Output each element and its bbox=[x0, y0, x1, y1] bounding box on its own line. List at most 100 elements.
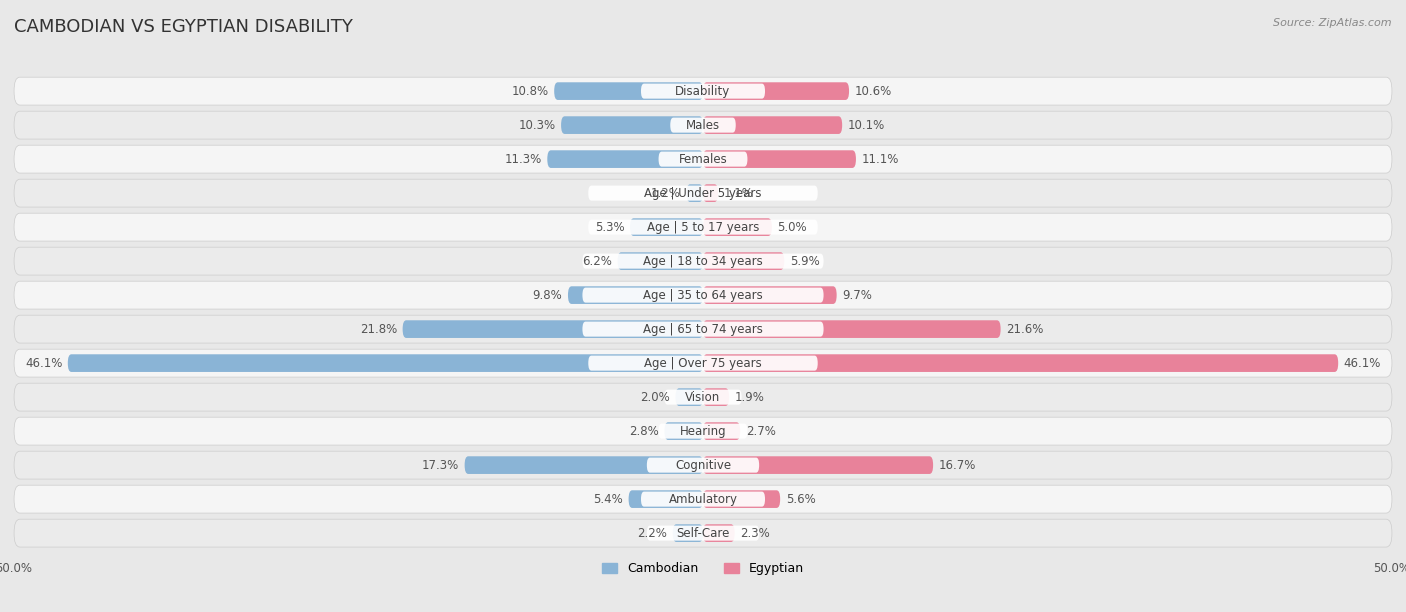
FancyBboxPatch shape bbox=[686, 184, 703, 202]
FancyBboxPatch shape bbox=[703, 524, 735, 542]
FancyBboxPatch shape bbox=[703, 252, 785, 270]
FancyBboxPatch shape bbox=[14, 315, 1392, 343]
FancyBboxPatch shape bbox=[703, 218, 772, 236]
FancyBboxPatch shape bbox=[14, 451, 1392, 479]
Text: Cognitive: Cognitive bbox=[675, 458, 731, 472]
Text: CAMBODIAN VS EGYPTIAN DISABILITY: CAMBODIAN VS EGYPTIAN DISABILITY bbox=[14, 18, 353, 36]
Text: 2.8%: 2.8% bbox=[628, 425, 659, 438]
FancyBboxPatch shape bbox=[703, 286, 837, 304]
Text: 10.8%: 10.8% bbox=[512, 84, 548, 98]
Text: Age | 18 to 34 years: Age | 18 to 34 years bbox=[643, 255, 763, 267]
FancyBboxPatch shape bbox=[665, 390, 741, 405]
FancyBboxPatch shape bbox=[671, 118, 735, 133]
Text: Age | 35 to 64 years: Age | 35 to 64 years bbox=[643, 289, 763, 302]
Text: Females: Females bbox=[679, 152, 727, 166]
FancyBboxPatch shape bbox=[647, 458, 759, 472]
FancyBboxPatch shape bbox=[703, 320, 1001, 338]
FancyBboxPatch shape bbox=[665, 422, 703, 440]
FancyBboxPatch shape bbox=[14, 247, 1392, 275]
FancyBboxPatch shape bbox=[617, 252, 703, 270]
Legend: Cambodian, Egyptian: Cambodian, Egyptian bbox=[598, 557, 808, 580]
Text: 2.7%: 2.7% bbox=[745, 425, 776, 438]
Text: 11.1%: 11.1% bbox=[862, 152, 898, 166]
Text: 5.3%: 5.3% bbox=[595, 220, 624, 234]
FancyBboxPatch shape bbox=[703, 490, 780, 508]
FancyBboxPatch shape bbox=[703, 422, 740, 440]
FancyBboxPatch shape bbox=[14, 111, 1392, 139]
FancyBboxPatch shape bbox=[703, 151, 856, 168]
FancyBboxPatch shape bbox=[582, 288, 824, 302]
FancyBboxPatch shape bbox=[630, 218, 703, 236]
FancyBboxPatch shape bbox=[14, 77, 1392, 105]
FancyBboxPatch shape bbox=[675, 388, 703, 406]
FancyBboxPatch shape bbox=[658, 152, 748, 166]
Text: 6.2%: 6.2% bbox=[582, 255, 612, 267]
Text: 9.7%: 9.7% bbox=[842, 289, 872, 302]
Text: 2.3%: 2.3% bbox=[740, 526, 770, 540]
FancyBboxPatch shape bbox=[14, 383, 1392, 411]
FancyBboxPatch shape bbox=[14, 213, 1392, 241]
Text: Males: Males bbox=[686, 119, 720, 132]
Text: 16.7%: 16.7% bbox=[939, 458, 976, 472]
FancyBboxPatch shape bbox=[582, 322, 824, 337]
Text: Hearing: Hearing bbox=[679, 425, 727, 438]
FancyBboxPatch shape bbox=[568, 286, 703, 304]
Text: 10.3%: 10.3% bbox=[519, 119, 555, 132]
FancyBboxPatch shape bbox=[703, 184, 718, 202]
FancyBboxPatch shape bbox=[14, 145, 1392, 173]
FancyBboxPatch shape bbox=[464, 457, 703, 474]
FancyBboxPatch shape bbox=[14, 179, 1392, 207]
Text: 1.2%: 1.2% bbox=[651, 187, 681, 200]
Text: Age | 5 to 17 years: Age | 5 to 17 years bbox=[647, 220, 759, 234]
FancyBboxPatch shape bbox=[588, 220, 818, 234]
FancyBboxPatch shape bbox=[703, 116, 842, 134]
FancyBboxPatch shape bbox=[67, 354, 703, 372]
FancyBboxPatch shape bbox=[703, 457, 934, 474]
Text: 2.2%: 2.2% bbox=[637, 526, 668, 540]
Text: Vision: Vision bbox=[685, 390, 721, 404]
FancyBboxPatch shape bbox=[14, 485, 1392, 513]
Text: Source: ZipAtlas.com: Source: ZipAtlas.com bbox=[1274, 18, 1392, 28]
FancyBboxPatch shape bbox=[14, 519, 1392, 547]
FancyBboxPatch shape bbox=[14, 417, 1392, 445]
FancyBboxPatch shape bbox=[628, 490, 703, 508]
Text: Self-Care: Self-Care bbox=[676, 526, 730, 540]
FancyBboxPatch shape bbox=[547, 151, 703, 168]
FancyBboxPatch shape bbox=[647, 526, 759, 540]
FancyBboxPatch shape bbox=[554, 82, 703, 100]
Text: Age | Under 5 years: Age | Under 5 years bbox=[644, 187, 762, 200]
FancyBboxPatch shape bbox=[641, 84, 765, 99]
Text: Ambulatory: Ambulatory bbox=[668, 493, 738, 506]
FancyBboxPatch shape bbox=[14, 349, 1392, 377]
FancyBboxPatch shape bbox=[582, 253, 824, 269]
FancyBboxPatch shape bbox=[703, 388, 730, 406]
Text: 5.0%: 5.0% bbox=[778, 220, 807, 234]
FancyBboxPatch shape bbox=[588, 185, 818, 201]
Text: Disability: Disability bbox=[675, 84, 731, 98]
Text: 11.3%: 11.3% bbox=[505, 152, 541, 166]
Text: Age | 65 to 74 years: Age | 65 to 74 years bbox=[643, 323, 763, 335]
Text: 10.1%: 10.1% bbox=[848, 119, 884, 132]
Text: 9.8%: 9.8% bbox=[533, 289, 562, 302]
Text: 2.0%: 2.0% bbox=[640, 390, 669, 404]
FancyBboxPatch shape bbox=[14, 281, 1392, 309]
Text: 46.1%: 46.1% bbox=[1344, 357, 1381, 370]
FancyBboxPatch shape bbox=[703, 354, 1339, 372]
FancyBboxPatch shape bbox=[658, 424, 748, 439]
Text: 10.6%: 10.6% bbox=[855, 84, 891, 98]
Text: 21.6%: 21.6% bbox=[1007, 323, 1043, 335]
Text: 1.1%: 1.1% bbox=[724, 187, 754, 200]
FancyBboxPatch shape bbox=[672, 524, 703, 542]
Text: 5.6%: 5.6% bbox=[786, 493, 815, 506]
Text: 17.3%: 17.3% bbox=[422, 458, 460, 472]
FancyBboxPatch shape bbox=[703, 82, 849, 100]
FancyBboxPatch shape bbox=[402, 320, 703, 338]
Text: 21.8%: 21.8% bbox=[360, 323, 396, 335]
Text: 46.1%: 46.1% bbox=[25, 357, 62, 370]
FancyBboxPatch shape bbox=[641, 491, 765, 507]
FancyBboxPatch shape bbox=[588, 356, 818, 371]
Text: Age | Over 75 years: Age | Over 75 years bbox=[644, 357, 762, 370]
Text: 1.9%: 1.9% bbox=[735, 390, 765, 404]
Text: 5.9%: 5.9% bbox=[790, 255, 820, 267]
Text: 5.4%: 5.4% bbox=[593, 493, 623, 506]
